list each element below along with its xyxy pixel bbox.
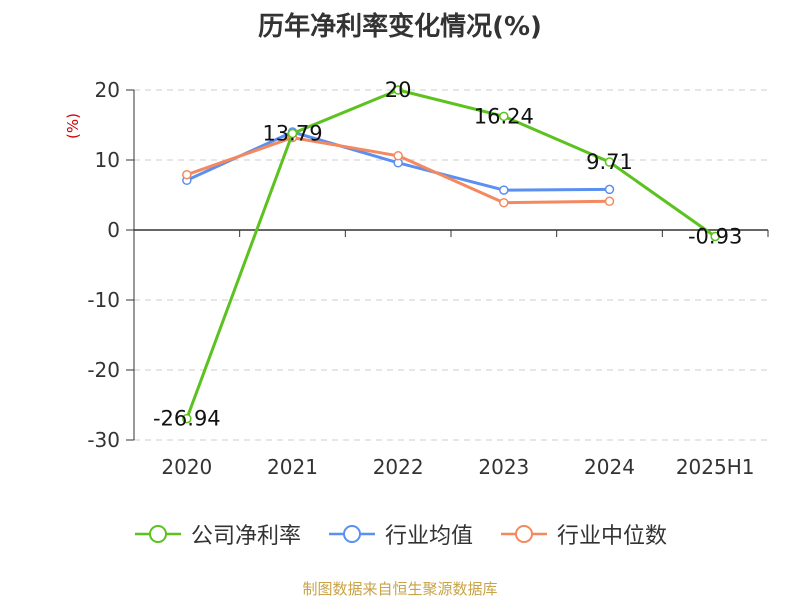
legend: 公司净利率 行业均值 行业中位数 [0,518,800,550]
axes: 20 10 0 -10 -20 -30 2020 2021 2022 2023 2024 2025H1 [87,78,769,479]
x-tick-label: 2024 [584,455,635,479]
legend-swatch-icon [501,525,547,543]
grid-lines [134,89,768,441]
legend-item: 公司净利率 [133,518,301,550]
data-point [604,157,615,167]
data-label: -0.93 [688,225,742,249]
x-tick-label: 2020 [161,455,212,479]
data-point [710,231,720,242]
chart-title: 历年净利率变化情况(%) [258,12,542,42]
x-tick-label: 2022 [373,455,424,479]
data-point [499,111,509,122]
y-tick-label: -20 [87,358,120,382]
legend-swatch-icon [328,525,375,543]
legend-label: 行业均值 [384,524,473,549]
y-tick-label: -30 [87,428,120,452]
data-labels: -26.94 13.79 20 16.24 9.71 -0.93 [153,78,742,431]
data-point [393,151,403,161]
data-point [604,184,615,195]
data-point [393,85,403,95]
y-tick-label: 10 [95,148,120,172]
legend-label: 公司净利率 [190,524,301,549]
data-label: 20 [385,78,412,102]
series-line [186,136,610,205]
legend-item: 行业中位数 [499,518,667,550]
source-note: 制图数据来自恒生聚源数据库 [302,580,498,598]
x-tick-label: 2023 [478,455,529,479]
data-point [604,196,615,207]
data-point [499,197,509,208]
x-tick-label: 2021 [267,455,318,479]
y-tick-label: 0 [107,218,120,242]
data-label: 13.79 [262,121,322,145]
legend-label: 行业中位数 [557,524,668,549]
legend-swatch-icon [134,525,181,543]
y-axis-label: (%) [64,113,82,139]
data-point [287,128,298,139]
data-point [499,185,509,195]
data-label: -26.94 [153,407,221,431]
x-tick-label: 2025H1 [676,455,755,479]
y-tick-label: -10 [87,288,120,312]
legend-item: 行业均值 [327,518,473,550]
data-label: 16.24 [474,104,534,128]
data-point [182,169,192,180]
y-tick-label: 20 [95,78,120,102]
data-label: 9.71 [586,150,633,174]
series-line [185,88,717,420]
series-lines [182,85,720,424]
data-point [182,413,192,424]
